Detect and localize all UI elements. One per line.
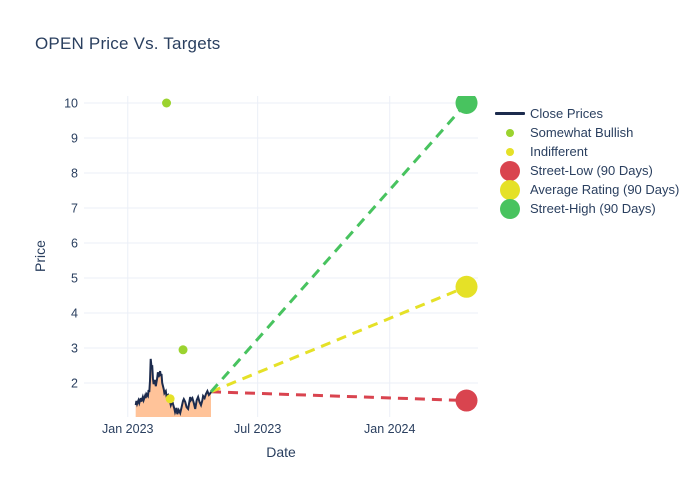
y-tick-label: 9: [71, 132, 78, 146]
legend-label: Somewhat Bullish: [530, 125, 634, 140]
legend-label: Indifferent: [530, 144, 588, 159]
rating-dot-somewhat-bullish: [178, 345, 188, 355]
rating-dot-somewhat-bullish: [162, 98, 172, 108]
y-tick-labels: 2 3 4 5 6 7 8 9 10: [64, 97, 78, 391]
y-tick-label: 10: [64, 97, 78, 111]
connector-street-low-days: [210, 390, 467, 403]
y-tick-label: 3: [71, 342, 78, 356]
plot-area: [134, 96, 478, 417]
y-tick-label: 8: [71, 167, 78, 181]
target-marker-average-rating-days: [455, 275, 478, 298]
gridlines: [84, 96, 478, 417]
legend-label: Close Prices: [530, 106, 603, 121]
target-marker-street-low-days: [455, 389, 478, 412]
legend-item-average-rating-days[interactable]: Average Rating (90 Days): [489, 179, 680, 200]
y-tick-label: 2: [71, 377, 78, 391]
legend-label: Street-Low (90 Days): [530, 163, 653, 178]
legend-swatch-indifferent-marker-icon: [489, 147, 530, 156]
dot-swatch-icon: [505, 128, 514, 137]
dot-swatch-icon: [505, 147, 514, 156]
legend-item-street-high-days[interactable]: Street-High (90 Days): [489, 198, 679, 219]
legend-swatch-somewhat-bullish-marker-icon: [489, 128, 530, 137]
connector-average-rating-days: [210, 285, 468, 394]
line-swatch-icon: [494, 112, 525, 115]
close-price-area-fill: [135, 358, 211, 417]
rating-dot-indifferent: [165, 394, 175, 404]
legend-swatch-street-high-days-marker-icon: [489, 198, 530, 219]
x-tick-label: Jan 2024: [364, 422, 415, 436]
legend-label: Average Rating (90 Days): [530, 182, 680, 197]
legend: Close Prices Somewhat Bullish Indifferent S…: [489, 104, 680, 219]
circle-swatch-icon: [499, 179, 520, 200]
x-tick-label: Jan 2023: [102, 422, 153, 436]
y-tick-label: 6: [71, 237, 78, 251]
legend-item-indifferent[interactable]: Indifferent: [489, 142, 679, 161]
legend-item-close-prices[interactable]: Close Prices: [489, 104, 679, 123]
y-tick-label: 5: [71, 272, 78, 286]
x-tick-labels: Jan 2023 Jul 2023 Jan 2024: [102, 422, 415, 436]
connector-street-high-days: [209, 102, 468, 393]
circle-swatch-icon: [499, 160, 520, 181]
x-tick-label: Jul 2023: [234, 422, 281, 436]
legend-swatch-street-low-days-marker-icon: [489, 160, 530, 181]
y-axis-title: Price: [31, 240, 48, 272]
legend-item-somewhat-bullish[interactable]: Somewhat Bullish: [489, 123, 679, 142]
y-tick-label: 7: [71, 202, 78, 216]
target-marker-street-high-days: [455, 96, 478, 114]
x-axis-title: Date: [266, 444, 296, 460]
y-tick-label: 4: [71, 307, 78, 321]
legend-swatch-average-rating-days-marker-icon: [489, 179, 530, 200]
legend-item-street-low-days[interactable]: Street-Low (90 Days): [489, 160, 679, 181]
legend-label: Street-High (90 Days): [530, 201, 656, 216]
legend-swatch-close-prices-line-icon: [489, 112, 530, 115]
chart-title: OPEN Price Vs. Targets: [35, 34, 221, 53]
circle-swatch-icon: [499, 198, 520, 219]
